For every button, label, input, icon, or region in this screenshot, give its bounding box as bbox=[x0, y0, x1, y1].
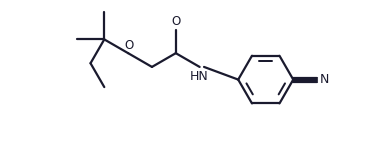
Text: HN: HN bbox=[189, 70, 208, 83]
Text: O: O bbox=[125, 39, 134, 52]
Text: O: O bbox=[171, 15, 181, 28]
Text: N: N bbox=[320, 73, 329, 86]
